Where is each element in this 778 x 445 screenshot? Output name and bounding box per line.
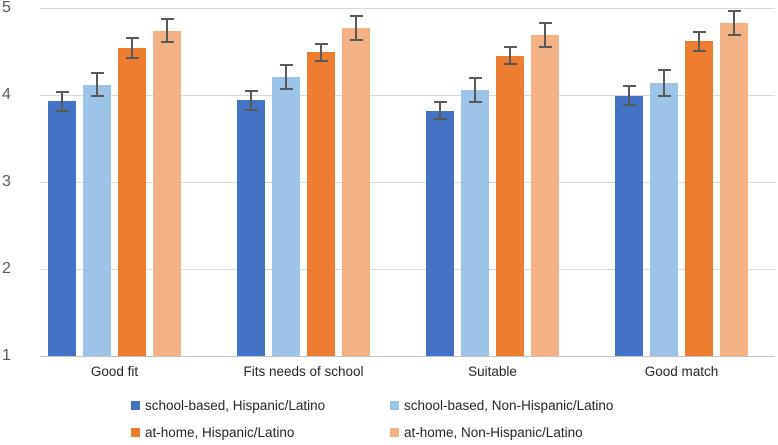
error-bar [622,85,636,107]
bar [650,68,678,356]
error-bar [160,18,174,44]
bar [615,85,643,356]
y-axis-tick-label: 2 [2,260,11,277]
gridline [40,268,775,270]
bar [685,30,713,356]
legend-item: school-based, Non-Hispanic/Latino [390,398,613,413]
error-bar [349,14,363,42]
gridline [40,7,775,9]
legend-label: at-home, Non-Hispanic/Latino [404,425,583,440]
bar [426,101,454,356]
bar [496,46,524,356]
legend: school-based, Hispanic/Latino school-base… [131,398,613,440]
error-bar [55,90,69,112]
gridline [40,355,775,357]
bar [531,21,559,356]
error-bar-stem [355,14,357,42]
error-bar-stem [474,76,476,103]
x-axis-labels: Good fit Fits needs of school Suitable Good… [40,364,775,379]
error-bar [727,9,741,36]
error-bar [692,30,706,52]
error-bar [125,36,139,60]
bar-group [426,21,559,356]
error-bar-stem [698,30,700,52]
y-axis-tick-label: 3 [2,173,11,190]
error-bar [657,68,671,97]
error-bar-stem [250,89,252,111]
legend-item: at-home, Non-Hispanic/Latino [390,425,613,440]
gridline [40,94,775,96]
legend-label: at-home, Hispanic/Latino [145,425,295,440]
bar-groups [40,8,775,356]
legend-label: school-based, Non-Hispanic/Latino [404,398,614,413]
y-axis-tick-label: 5 [2,0,11,16]
bar [83,72,111,356]
error-bar-stem [663,68,665,97]
bar [307,42,335,356]
legend-swatch [390,428,399,437]
legend-swatch [131,401,140,410]
bar-group [615,9,748,356]
bar [48,90,76,356]
bar [720,9,748,356]
category-label: Good match [644,364,719,379]
legend-label: school-based, Hispanic/Latino [145,398,326,413]
gridline [40,181,775,183]
legend-item: at-home, Hispanic/Latino [131,425,390,440]
bar [342,14,370,356]
legend-item: school-based, Hispanic/Latino [131,398,390,413]
error-bar-stem [166,18,168,43]
error-bar [244,89,258,111]
error-bar [468,76,482,103]
error-bar [503,46,517,66]
error-bar [314,42,328,63]
bar [118,36,146,356]
bar [153,18,181,356]
legend-swatch [131,428,140,437]
error-bar-stem [61,90,63,112]
error-bar-stem [285,63,287,90]
error-bar-stem [96,72,98,97]
error-bar [90,72,104,98]
y-axis-tick-label: 4 [2,86,11,103]
legend-swatch [390,401,399,410]
error-bar [538,21,552,49]
bar [237,89,265,356]
bar [272,63,300,356]
category-label: Good fit [90,364,139,379]
error-bar-stem [131,36,133,60]
error-bar-stem [509,46,511,66]
y-axis-tick-label: 1 [2,347,11,364]
error-bar-stem [544,21,546,49]
error-bar-stem [733,9,735,36]
bar-group [48,18,181,356]
category-label: Fits needs of school [243,364,364,379]
error-bar-stem [320,42,322,62]
error-bar [279,63,293,90]
error-bar [433,101,447,121]
bar [461,76,489,356]
error-bar-stem [628,85,630,107]
bar-group [237,14,370,356]
category-label: Suitable [468,364,517,379]
plot-area [40,7,775,357]
error-bar-stem [439,101,441,121]
